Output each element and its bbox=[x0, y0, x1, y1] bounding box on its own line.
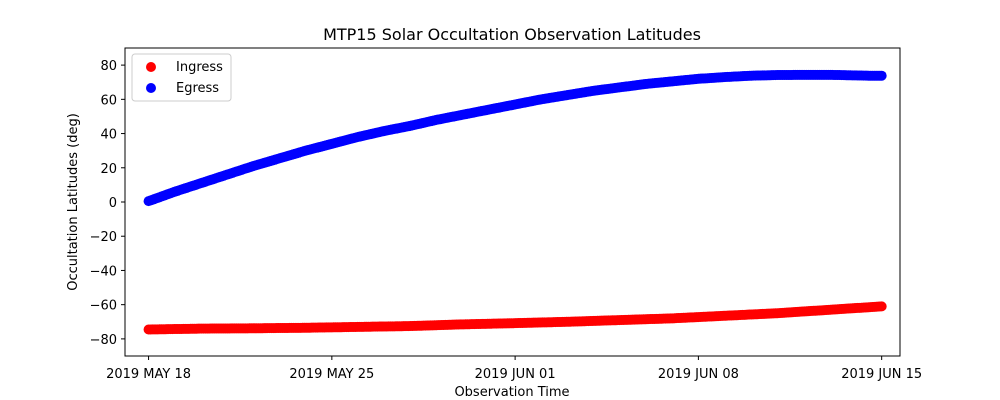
y-tick-label: 60 bbox=[100, 93, 117, 108]
ingress-point bbox=[876, 301, 887, 312]
legend-label-ingress: Ingress bbox=[176, 60, 223, 75]
legend-marker-ingress bbox=[146, 62, 156, 72]
x-tick-label: 2019 MAY 25 bbox=[289, 367, 374, 382]
legend-marker-egress bbox=[146, 83, 156, 93]
y-tick-label: 80 bbox=[100, 59, 117, 74]
egress-point bbox=[876, 70, 887, 81]
chart-title: MTP15 Solar Occultation Observation Lati… bbox=[323, 25, 701, 44]
legend-box bbox=[131, 53, 232, 102]
x-axis-ticks: 2019 MAY 18 2019 MAY 25 2019 JUN 01 2019 JU… bbox=[106, 356, 922, 382]
x-tick-label: 2019 MAY 18 bbox=[106, 367, 191, 382]
y-tick-label: 40 bbox=[100, 128, 117, 143]
x-tick-label: 2019 JUN 08 bbox=[658, 367, 739, 382]
x-tick-label: 2019 JUN 01 bbox=[475, 367, 556, 382]
legend-label-egress: Egress bbox=[176, 81, 219, 96]
y-axis-ticks: −80 −60 −40 −20 0 20 40 60 80 bbox=[90, 59, 125, 348]
y-tick-label: −40 bbox=[90, 264, 117, 279]
y-axis-label: Occultation Latitudes (deg) bbox=[66, 113, 81, 291]
x-axis-label: Observation Time bbox=[454, 385, 569, 400]
x-tick-label: 2019 JUN 15 bbox=[841, 367, 922, 382]
y-tick-label: 20 bbox=[100, 162, 117, 177]
ingress-series bbox=[143, 301, 887, 335]
y-tick-label: −20 bbox=[90, 230, 117, 245]
egress-series bbox=[143, 69, 887, 207]
legend: Ingress Egress bbox=[131, 53, 232, 102]
y-tick-label: 0 bbox=[109, 196, 117, 211]
y-tick-label: −60 bbox=[90, 299, 117, 314]
y-tick-label: −80 bbox=[90, 333, 117, 348]
